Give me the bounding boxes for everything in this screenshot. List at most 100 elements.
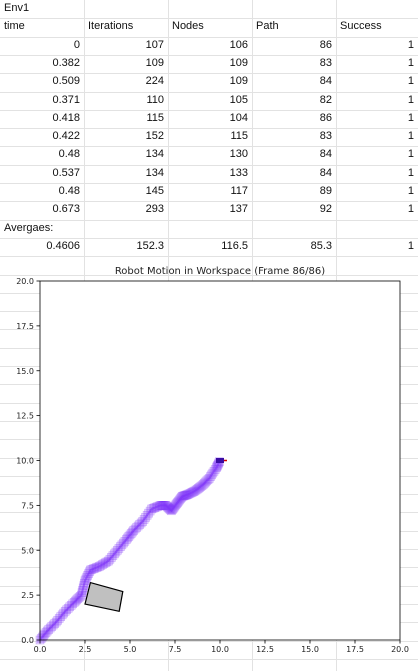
data-cell[interactable]: 1 — [407, 75, 414, 87]
data-cell[interactable]: 109 — [229, 75, 248, 87]
row-gridline — [0, 73, 418, 74]
path-line — [39, 460, 221, 641]
header-cell[interactable]: Path — [256, 20, 279, 32]
data-cell[interactable]: 83 — [319, 57, 332, 69]
row-gridline — [0, 238, 418, 239]
data-cell[interactable]: 0.48 — [58, 148, 80, 160]
data-cell[interactable]: 145 — [145, 185, 164, 197]
data-cell[interactable]: 1 — [407, 148, 414, 160]
y-tick-label: 5.0 — [21, 546, 34, 555]
data-cell[interactable]: 84 — [319, 75, 332, 87]
averages-label-cell[interactable]: Avergaes: — [4, 222, 54, 234]
data-cell[interactable]: 224 — [145, 75, 164, 87]
x-tick-label: 15.0 — [301, 645, 319, 654]
row-gridline — [0, 201, 418, 202]
chart-svg: Robot Motion in Workspace (Frame 86/86) 0… — [16, 266, 409, 654]
row-gridline — [0, 92, 418, 93]
row-gridline — [0, 659, 418, 660]
y-tick-label: 10.0 — [16, 457, 34, 466]
x-tick-label: 10.0 — [211, 645, 229, 654]
data-cell[interactable]: 84 — [319, 148, 332, 160]
robot-motion-chart: Robot Motion in Workspace (Frame 86/86) 0… — [0, 259, 418, 671]
x-tick-label: 7.5 — [169, 645, 182, 654]
x-tick-label: 2.5 — [79, 645, 92, 654]
header-cell[interactable]: Success — [340, 20, 382, 32]
data-cell[interactable]: 110 — [146, 94, 164, 106]
data-cell[interactable]: 92 — [319, 203, 332, 215]
row-gridline — [0, 220, 418, 221]
y-tick-label: 0.0 — [21, 636, 34, 645]
average-cell[interactable]: 85.3 — [310, 240, 332, 252]
chart-title: Robot Motion in Workspace (Frame 86/86) — [115, 266, 325, 277]
data-cell[interactable]: 115 — [230, 130, 248, 142]
data-cell[interactable]: 1 — [407, 94, 414, 106]
data-cell[interactable]: 86 — [319, 112, 332, 124]
data-cell[interactable]: 1 — [407, 130, 414, 142]
data-cell[interactable]: 137 — [229, 203, 248, 215]
y-tick-label: 2.5 — [21, 591, 34, 600]
data-cell[interactable]: 0.537 — [52, 167, 80, 179]
data-cell[interactable]: 0.371 — [52, 94, 80, 106]
y-tick-label: 20.0 — [16, 277, 34, 286]
y-tick-label: 7.5 — [21, 501, 34, 510]
x-tick-label: 0.0 — [34, 645, 47, 654]
data-cell[interactable]: 107 — [145, 39, 164, 51]
data-cell[interactable]: 115 — [146, 112, 164, 124]
data-cell[interactable]: 1 — [407, 167, 414, 179]
data-cell[interactable]: 104 — [229, 112, 248, 124]
average-cell[interactable]: 0.4606 — [46, 240, 80, 252]
row-gridline — [0, 18, 418, 19]
x-tick-label: 17.5 — [346, 645, 364, 654]
data-cell[interactable]: 1 — [407, 57, 414, 69]
data-cell[interactable]: 0 — [73, 39, 80, 51]
data-cell[interactable]: 152 — [145, 130, 164, 142]
data-cell[interactable]: 130 — [229, 148, 248, 160]
row-gridline — [0, 641, 418, 642]
data-cell[interactable]: 117 — [230, 185, 248, 197]
data-cell[interactable]: 0.422 — [52, 130, 80, 142]
env-label-cell[interactable]: Env1 — [4, 2, 30, 14]
data-cell[interactable]: 0.509 — [52, 75, 80, 87]
y-tick-label: 12.5 — [16, 412, 34, 421]
data-cell[interactable]: 109 — [145, 57, 164, 69]
data-cell[interactable]: 1 — [407, 112, 414, 124]
x-tick-label: 20.0 — [391, 645, 409, 654]
header-cell[interactable]: Iterations — [88, 20, 134, 32]
y-tick-label: 15.0 — [16, 367, 34, 376]
data-cell[interactable]: 0.382 — [52, 57, 80, 69]
data-cell[interactable]: 133 — [229, 167, 248, 179]
header-cell[interactable]: Nodes — [172, 20, 204, 32]
data-cell[interactable]: 83 — [319, 130, 332, 142]
data-cell[interactable]: 82 — [319, 94, 332, 106]
data-cell[interactable]: 293 — [145, 203, 164, 215]
data-cell[interactable]: 0.673 — [52, 203, 80, 215]
row-gridline — [0, 146, 418, 147]
y-tick-label: 17.5 — [16, 322, 34, 331]
average-cell[interactable]: 152.3 — [136, 240, 164, 252]
row-gridline — [0, 275, 418, 276]
row-gridline — [0, 183, 418, 184]
data-cell[interactable]: 1 — [407, 203, 414, 215]
data-cell[interactable]: 1 — [407, 39, 414, 51]
average-cell[interactable]: 116.5 — [221, 240, 248, 252]
data-cell[interactable]: 134 — [145, 167, 164, 179]
row-gridline — [0, 128, 418, 129]
x-tick-label: 5.0 — [124, 645, 137, 654]
row-gridline — [0, 55, 418, 56]
goal-marker — [216, 458, 224, 463]
data-cell[interactable]: 134 — [145, 148, 164, 160]
data-cell[interactable]: 84 — [319, 167, 332, 179]
data-cell[interactable]: 86 — [319, 39, 332, 51]
row-gridline — [0, 256, 418, 257]
data-cell[interactable]: 106 — [229, 39, 248, 51]
row-gridline — [0, 37, 418, 38]
data-cell[interactable]: 0.418 — [52, 112, 80, 124]
average-cell[interactable]: 1 — [407, 240, 414, 252]
header-cell[interactable]: time — [4, 20, 25, 32]
data-cell[interactable]: 0.48 — [58, 185, 80, 197]
data-cell[interactable]: 89 — [319, 185, 332, 197]
data-cell[interactable]: 109 — [229, 57, 248, 69]
data-cell[interactable]: 105 — [229, 94, 248, 106]
data-cell[interactable]: 1 — [407, 185, 414, 197]
row-gridline — [0, 165, 418, 166]
